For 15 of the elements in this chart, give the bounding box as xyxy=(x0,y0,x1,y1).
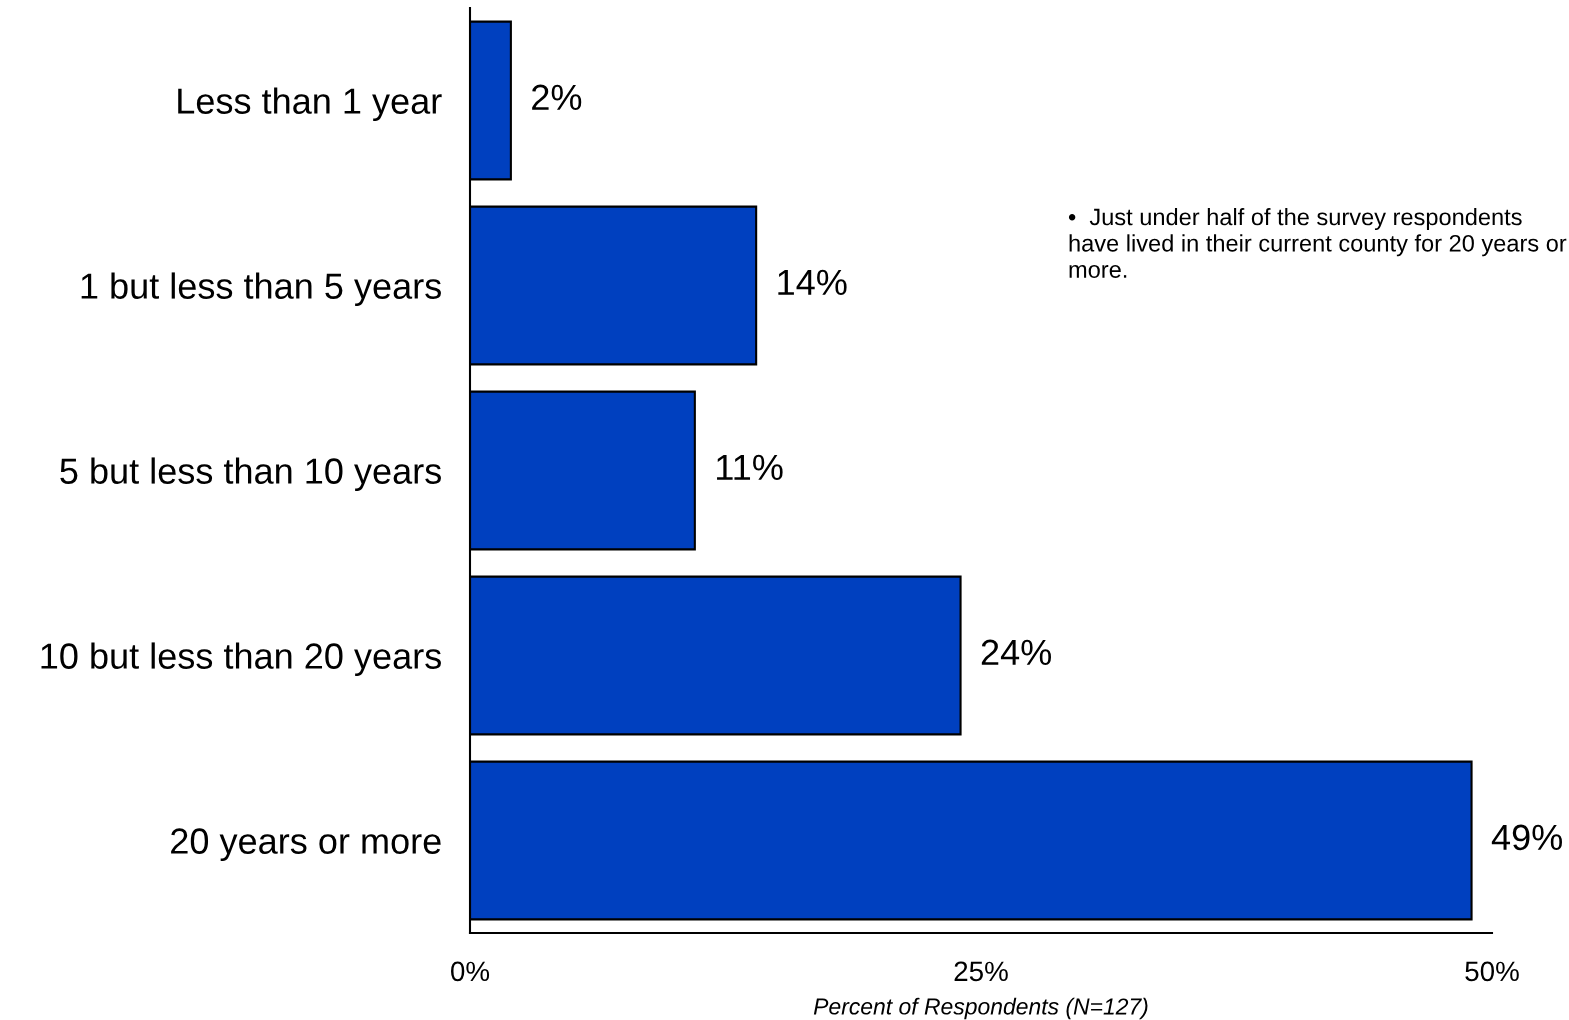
x-tick-label: 50% xyxy=(1465,961,1519,982)
y-tick-label: 1 but less than 5 years xyxy=(81,272,441,307)
x-tick-label: 0% xyxy=(451,961,490,982)
y-tick-label: 5 but less than 10 years xyxy=(60,457,441,492)
x-axis-title: Percent of Respondents (N=127) xyxy=(813,997,1148,1020)
y-tick-label: 20 years or more xyxy=(171,828,441,862)
data-label: 49% xyxy=(1491,824,1562,851)
annotation: • Just under half of the survey respondents have lived in their current county for 20 years or more. xyxy=(1068,208,1567,278)
y-tick-label: Less than 1 year xyxy=(178,87,442,122)
x-tick-label: 25% xyxy=(954,961,1008,982)
y-tick-label: 10 but less than 20 years xyxy=(41,642,441,677)
data-label: 24% xyxy=(981,639,1051,666)
data-label: 14% xyxy=(778,269,847,296)
data-label: 2% xyxy=(532,84,582,111)
data-label: 11% xyxy=(717,454,783,481)
